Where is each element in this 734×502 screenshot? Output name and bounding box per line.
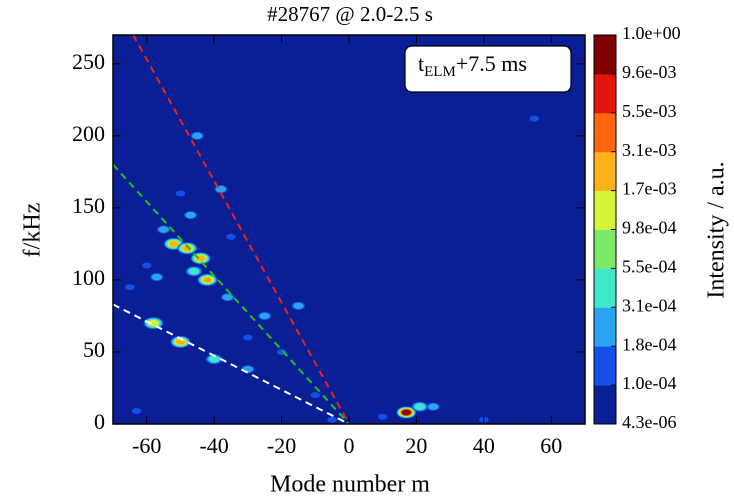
colorbar-tick-label: 5.5e-03	[622, 101, 676, 121]
contour-blob	[414, 403, 426, 411]
plot-area	[113, 35, 540, 424]
colorbar-tick-label: 3.1e-03	[622, 140, 676, 160]
fit-line	[132, 35, 350, 424]
contour-blob	[428, 403, 439, 410]
x-tick-label: -40	[199, 433, 228, 458]
contour-blob	[202, 276, 213, 283]
contour-blob	[151, 273, 162, 281]
colorbar-tick-label: 1.8e-04	[622, 334, 676, 354]
contour-blob	[402, 409, 411, 416]
contour-blob	[158, 226, 169, 233]
colorbar-band	[594, 346, 616, 386]
colorbar-band	[594, 268, 616, 308]
y-axis-label: f/kHz	[20, 203, 46, 258]
contour-blob	[529, 115, 540, 122]
contour-blob	[259, 312, 270, 320]
contour-blob	[377, 413, 388, 420]
y-tick-label: 150	[72, 193, 105, 218]
colorbar-band	[594, 385, 616, 425]
x-tick-label: 60	[540, 433, 562, 458]
colorbar-tick-label: 1.0e+00	[622, 23, 681, 43]
contour-blob	[188, 267, 200, 275]
contour-blob	[327, 416, 337, 423]
contour-blob	[131, 408, 142, 415]
contour-blob	[243, 334, 253, 341]
fit-line	[113, 303, 350, 424]
fit-line	[113, 163, 350, 424]
colorbar-tick-label: 1.7e-03	[622, 179, 676, 199]
x-axis-label: Mode number m	[270, 472, 430, 498]
colorbar-band	[594, 151, 616, 192]
x-tick-label: 40	[473, 433, 495, 458]
contour-blob	[208, 355, 220, 363]
x-tick-label: 0	[344, 433, 355, 458]
contour-blob	[168, 240, 179, 247]
annotation-sub: ELM	[424, 64, 456, 80]
contour-blob	[222, 293, 233, 301]
contour-blob	[141, 262, 152, 269]
contour-blob	[185, 211, 196, 219]
colorbar-band	[594, 112, 616, 153]
colorbar-tick-label: 5.5e-04	[622, 257, 676, 277]
colorbar-tick-label: 9.8e-04	[622, 218, 676, 238]
colorbar-band	[594, 73, 616, 114]
colorbar-tick-label: 1.0e-04	[622, 373, 676, 393]
colorbar-band	[594, 190, 616, 230]
annotation: tELM+7.5 ms	[418, 51, 527, 80]
contour-blob	[175, 338, 186, 345]
colorbar-band	[594, 35, 616, 75]
y-tick-label: 100	[72, 265, 105, 290]
plot-background	[113, 35, 585, 424]
annotation-t: t	[418, 51, 424, 76]
x-tick-label: -60	[132, 433, 161, 458]
x-tick-label: 20	[405, 433, 427, 458]
contour-blob	[175, 190, 186, 197]
contour-blob	[293, 302, 304, 310]
colorbar-tick-label: 9.6e-03	[622, 62, 676, 82]
contour-blob	[310, 392, 321, 399]
colorbar-tick-label: 3.1e-04	[622, 295, 676, 315]
y-tick-label: 250	[72, 49, 105, 74]
y-tick-label: 0	[94, 409, 105, 434]
x-tick-label: -20	[267, 433, 296, 458]
annotation-box	[404, 45, 572, 93]
colorbar-band	[594, 307, 616, 347]
chart-title: #28767 @ 2.0-2.5 s	[267, 2, 433, 26]
colorbar-tick-label: 4.3e-06	[622, 412, 676, 432]
y-tick-label: 200	[72, 121, 105, 146]
colorbar-band	[594, 229, 616, 269]
contour-blob	[226, 233, 236, 240]
y-tick-label: 50	[83, 337, 105, 362]
contour-blob	[148, 320, 159, 327]
contour-blob	[192, 132, 203, 140]
contour-blob	[195, 255, 206, 262]
annotation-rest: +7.5 ms	[456, 51, 527, 76]
colorbar-label: Intensity / a.u.	[704, 161, 730, 298]
contour-blob	[125, 284, 135, 291]
